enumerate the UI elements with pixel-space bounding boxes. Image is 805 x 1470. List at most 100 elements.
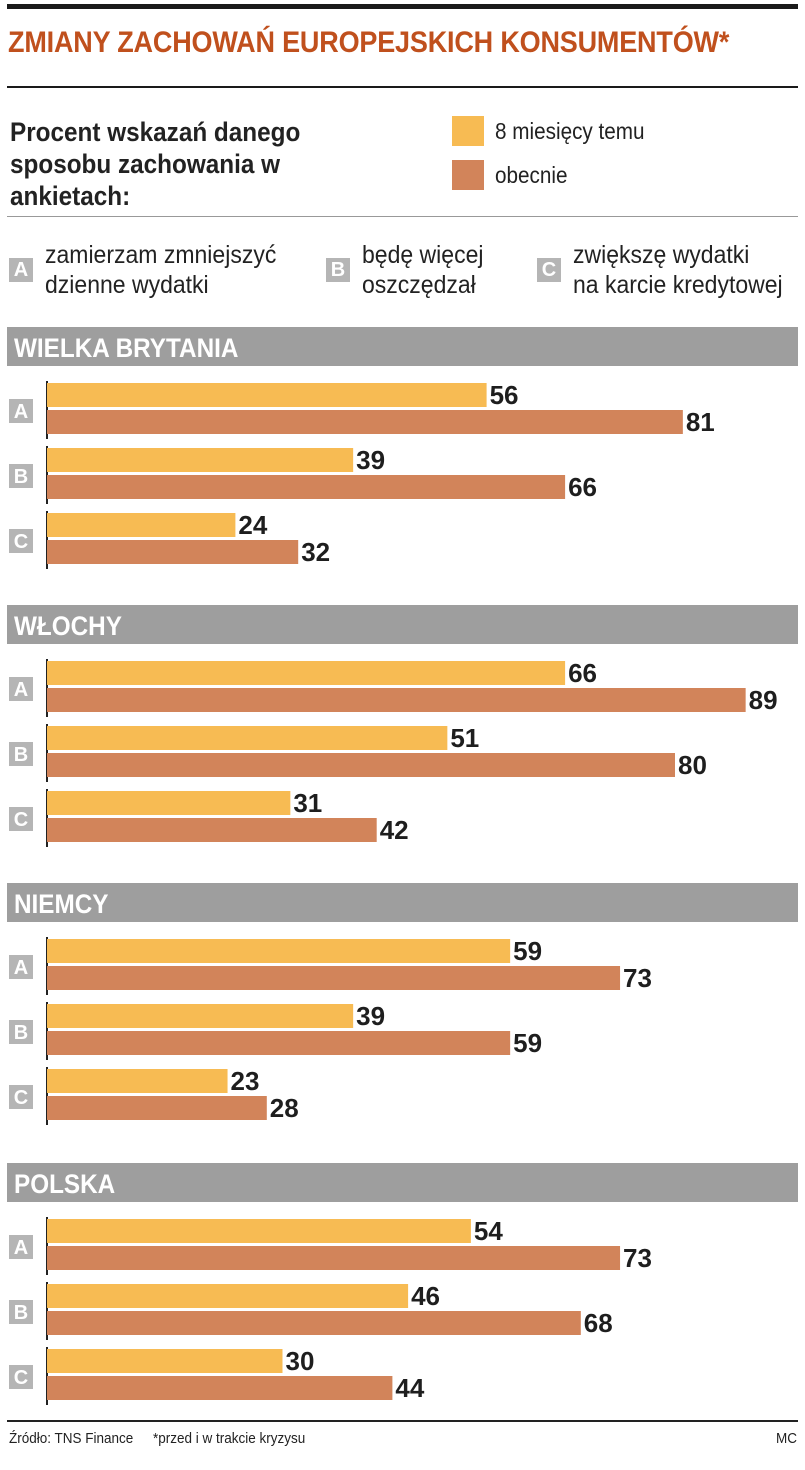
legend-label-previous: 8 miesięcy temu — [495, 118, 645, 144]
group-3-cat-a-bar-current — [47, 966, 621, 990]
group-3-cat-b-bar-current — [47, 1031, 511, 1055]
chart-subtitle: Procent wskazań danego sposobu zachowani… — [10, 116, 388, 212]
group-2-cat-b-bar-current — [47, 753, 675, 777]
group-1-header — [7, 327, 798, 366]
group-2-cat-a-value-previous: 66 — [568, 658, 597, 688]
group-3-cat-b-bar-previous — [47, 1004, 354, 1028]
group-4-cat-b-letter: B — [14, 1302, 28, 1324]
footer-rule — [7, 1420, 798, 1422]
group-1-cat-c-box — [9, 529, 33, 553]
group-2-cat-c-value-previous: 31 — [293, 788, 322, 818]
group-2-cat-c-box — [9, 807, 33, 831]
group-1-cat-a-value-current: 81 — [686, 407, 715, 437]
group-1-cat-a-value-previous: 56 — [490, 380, 519, 410]
category-desc-c: zwiększę wydatki na karcie kredytowej — [573, 240, 783, 300]
group-3-cat-c-value-previous: 23 — [231, 1066, 260, 1096]
group-3-cat-c-bar-previous — [47, 1069, 228, 1093]
title-rule — [7, 86, 798, 88]
group-1-cat-b-letter: B — [14, 466, 28, 488]
group-1-cat-a-bar-previous — [47, 383, 487, 407]
group-2-cat-b-letter: B — [14, 744, 28, 766]
group-3-cat-a-bar-previous — [47, 939, 511, 963]
group-2-header — [7, 605, 798, 644]
group-2-cat-c-bar-current — [47, 818, 377, 842]
group-2-cat-b-bar-previous — [47, 726, 448, 750]
legend-divider — [7, 216, 798, 217]
group-4-cat-a-bar-previous — [47, 1219, 471, 1243]
chart-title: ZMIANY ZACHOWAŃ EUROPEJSKICH KONSUMENTÓW… — [8, 26, 730, 59]
group-2-header-label: WŁOCHY — [14, 612, 122, 641]
group-4-cat-c-box — [9, 1365, 33, 1389]
group-2-cat-b-value-previous: 51 — [450, 723, 479, 753]
category-desc-a: zamierzam zmniejszyć dzienne wydatki — [45, 240, 276, 300]
group-2-cat-b-box — [9, 742, 33, 766]
group-2-cat-a-letter: A — [14, 679, 28, 701]
group-3-cat-c-value-current: 28 — [270, 1093, 299, 1123]
group-4-cat-a-box — [9, 1235, 33, 1259]
group-3-cat-a-box — [9, 955, 33, 979]
group-2-cat-b-value-current: 80 — [678, 750, 707, 780]
group-3-cat-b-value-previous: 39 — [356, 1001, 385, 1031]
source-note: Źródło: TNS Finance — [9, 1430, 134, 1447]
group-4-cat-b-box — [9, 1300, 33, 1324]
category-box-a: A — [9, 258, 33, 282]
group-4-cat-a-bar-current — [47, 1246, 621, 1270]
group-3-cat-c-letter: C — [14, 1087, 28, 1109]
author-initials: MC — [776, 1430, 797, 1447]
group-1-cat-c-value-current: 32 — [301, 537, 330, 567]
group-4-cat-a-value-previous: 54 — [474, 1216, 503, 1246]
group-1-header-label: WIELKA BRYTANIA — [14, 334, 238, 363]
category-desc-b-line-2: oszczędzał — [362, 271, 476, 299]
group-3-cat-a-value-current: 73 — [623, 963, 652, 993]
group-4-cat-a-letter: A — [14, 1237, 28, 1259]
group-4-cat-c-bar-current — [47, 1376, 393, 1400]
group-4-cat-b-bar-current — [47, 1311, 581, 1335]
group-4-header-label: POLSKA — [14, 1170, 115, 1199]
legend-swatch-previous — [452, 116, 484, 146]
group-3-header — [7, 883, 798, 922]
group-2-cat-a-bar-current — [47, 688, 746, 712]
group-1-cat-c-letter: C — [14, 531, 28, 553]
group-3-header-label: NIEMCY — [14, 890, 108, 919]
group-1-cat-c-bar-current — [47, 540, 299, 564]
group-2-cat-c-bar-previous — [47, 791, 291, 815]
group-2-cat-a-value-current: 89 — [749, 685, 778, 715]
group-3-cat-c-bar-current — [47, 1096, 267, 1120]
group-2-cat-c-letter: C — [14, 809, 28, 831]
category-box-c: C — [537, 258, 561, 282]
category-desc-b: będę więcej oszczędzał — [362, 240, 483, 300]
group-1-cat-b-value-current: 66 — [568, 472, 597, 502]
group-1-cat-b-bar-current — [47, 475, 566, 499]
category-desc-a-line-2: dzienne wydatki — [45, 271, 209, 299]
group-4-cat-c-value-previous: 30 — [286, 1346, 315, 1376]
group-4-cat-a-value-current: 73 — [623, 1243, 652, 1273]
group-1-cat-c-value-previous: 24 — [238, 510, 267, 540]
group-4-cat-b-value-current: 68 — [584, 1308, 613, 1338]
group-3-cat-a-value-previous: 59 — [513, 936, 542, 966]
group-1-cat-b-bar-previous — [47, 448, 354, 472]
group-1-cat-b-box — [9, 464, 33, 488]
group-2-cat-c-value-current: 42 — [380, 815, 409, 845]
group-4-cat-c-value-current: 44 — [395, 1373, 424, 1403]
footnote: *przed i w trakcie kryzysu — [153, 1430, 306, 1447]
group-1-cat-c-bar-previous — [47, 513, 236, 537]
group-3-cat-a-letter: A — [14, 957, 28, 979]
group-4-cat-c-letter: C — [14, 1367, 28, 1389]
category-desc-b-line-1: będę więcej — [362, 241, 484, 269]
group-1-cat-a-letter: A — [14, 401, 28, 423]
group-2-cat-a-bar-previous — [47, 661, 566, 685]
subtitle-line-1: Procent wskazań danego — [10, 117, 301, 147]
group-4-cat-b-bar-previous — [47, 1284, 409, 1308]
legend-swatch-current — [452, 160, 484, 190]
group-1-cat-b-value-previous: 39 — [356, 445, 385, 475]
group-3-cat-b-letter: B — [14, 1022, 28, 1044]
subtitle-line-2: sposobu zachowania w ankietach: — [10, 149, 281, 211]
category-desc-c-line-2: na karcie kredytowej — [573, 271, 783, 299]
group-3-cat-b-value-current: 59 — [513, 1028, 542, 1058]
group-4-cat-b-value-previous: 46 — [411, 1281, 440, 1311]
group-3-cat-c-box — [9, 1085, 33, 1109]
top-rule — [7, 4, 798, 9]
group-1-cat-a-box — [9, 399, 33, 423]
group-3-cat-b-box — [9, 1020, 33, 1044]
group-1-cat-a-bar-current — [47, 410, 683, 434]
